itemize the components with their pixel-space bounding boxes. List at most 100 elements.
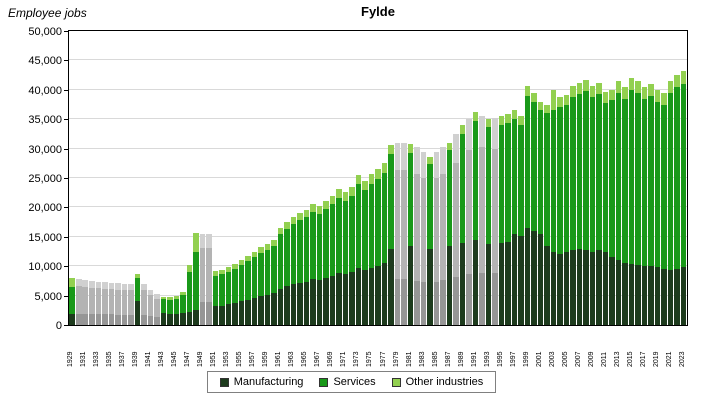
bar-segment-nodata bbox=[141, 290, 147, 315]
bar-segment bbox=[596, 249, 602, 325]
bar-segment bbox=[245, 299, 251, 325]
bar-segment bbox=[381, 263, 388, 325]
bar-segment bbox=[648, 266, 654, 325]
bar-segment bbox=[297, 213, 303, 221]
bar-segment bbox=[563, 251, 570, 325]
bar-segment bbox=[193, 251, 199, 311]
y-tick-label: 35,000 bbox=[28, 114, 62, 127]
bar-segment bbox=[232, 264, 238, 270]
bar-segment-nodata bbox=[154, 317, 160, 325]
bar-segment-nodata bbox=[420, 177, 427, 282]
bar-segment bbox=[609, 257, 615, 325]
bar-segment-nodata bbox=[440, 146, 446, 174]
bar-segment-nodata bbox=[479, 272, 485, 325]
bar-segment bbox=[160, 296, 167, 300]
bar-segment bbox=[167, 297, 173, 300]
gridline bbox=[69, 88, 687, 90]
bar-segment bbox=[219, 305, 225, 325]
bar-segment bbox=[258, 296, 264, 325]
bar-segment bbox=[648, 83, 654, 96]
x-tick-label: 2003 bbox=[548, 351, 556, 367]
x-tick-label: 1957 bbox=[249, 351, 257, 367]
bar-segment bbox=[550, 251, 557, 325]
bar-segment-nodata bbox=[89, 280, 95, 288]
bar-segment bbox=[186, 265, 193, 273]
bar-segment-nodata bbox=[89, 287, 95, 314]
bar-segment bbox=[537, 233, 544, 325]
bar-segment bbox=[576, 93, 583, 249]
bar-segment-nodata bbox=[492, 273, 498, 325]
bar-segment bbox=[264, 250, 271, 296]
bar-segment bbox=[225, 304, 232, 325]
bar-segment-nodata bbox=[128, 314, 134, 325]
bar-segment bbox=[69, 277, 75, 287]
bar-segment bbox=[485, 243, 492, 325]
bar-segment-nodata bbox=[102, 282, 108, 289]
bar-segment-nodata bbox=[154, 294, 160, 300]
bar-segment bbox=[537, 101, 544, 111]
bar-segment bbox=[290, 284, 297, 325]
bar-segment bbox=[498, 242, 505, 325]
bar-segment bbox=[336, 198, 342, 274]
bar-segment-nodata bbox=[75, 313, 82, 325]
bar-segment bbox=[498, 116, 505, 126]
bar-segment-nodata bbox=[433, 177, 440, 282]
bar-segment bbox=[212, 306, 219, 325]
bar-segment-nodata bbox=[121, 314, 128, 325]
bar-segment bbox=[615, 260, 622, 325]
y-tick-label: 10,000 bbox=[28, 261, 62, 274]
bar-segment bbox=[407, 143, 414, 153]
bar-segment bbox=[225, 272, 232, 305]
bar-segment bbox=[271, 292, 277, 325]
y-tick-label: 45,000 bbox=[28, 55, 62, 68]
plot-area bbox=[68, 30, 688, 326]
bar-segment bbox=[238, 265, 245, 302]
bar-segment-nodata bbox=[115, 283, 121, 290]
bar-segment bbox=[641, 86, 648, 99]
bar-segment-nodata bbox=[466, 119, 472, 151]
bar-segment bbox=[602, 251, 609, 325]
x-tick-label: 1949 bbox=[197, 351, 205, 367]
bar-segment bbox=[245, 255, 251, 261]
x-tick-label: 1983 bbox=[418, 351, 426, 367]
y-tick-label: 50,000 bbox=[28, 26, 62, 38]
bar-segment bbox=[167, 313, 173, 325]
gridline bbox=[69, 147, 687, 149]
bar-segment bbox=[557, 254, 563, 325]
bar-segment-nodata bbox=[141, 283, 147, 291]
x-tick-label: 1947 bbox=[184, 351, 192, 367]
x-tick-label: 1953 bbox=[223, 351, 231, 367]
bar-segment bbox=[362, 270, 368, 325]
bar-segment bbox=[531, 230, 537, 325]
bar-segment-nodata bbox=[115, 289, 121, 315]
bar-segment-nodata bbox=[75, 279, 82, 287]
bar-segment bbox=[505, 241, 511, 325]
bar-segment bbox=[498, 125, 505, 243]
bar-segment-nodata bbox=[102, 288, 108, 315]
bar-segment bbox=[368, 184, 375, 268]
bar-segment bbox=[511, 119, 518, 234]
y-tick-mark bbox=[64, 266, 68, 268]
bar-segment bbox=[628, 78, 635, 90]
bar-segment-nodata bbox=[121, 290, 128, 315]
y-tick-label: 15,000 bbox=[28, 231, 62, 244]
bar-segment-nodata bbox=[199, 302, 206, 325]
bar-segment bbox=[284, 222, 290, 229]
legend-label: Other industries bbox=[405, 376, 484, 388]
bar-segment bbox=[362, 180, 368, 191]
x-tick-label: 1985 bbox=[431, 351, 439, 367]
bar-segment bbox=[238, 301, 245, 325]
bar-segment bbox=[427, 157, 433, 165]
bar-segment bbox=[180, 313, 186, 325]
bar-segment-nodata bbox=[82, 286, 88, 314]
y-tick-label: 25,000 bbox=[28, 173, 62, 185]
bar-segment bbox=[427, 248, 433, 325]
bar-segment bbox=[641, 98, 648, 267]
x-tick-label: 1967 bbox=[314, 351, 322, 367]
bar-segment bbox=[674, 75, 680, 87]
bar-segment bbox=[654, 89, 661, 102]
bar-segment bbox=[303, 281, 310, 325]
bar-segment bbox=[661, 269, 667, 325]
bar-segment-nodata bbox=[453, 133, 459, 163]
bar-segment bbox=[648, 95, 654, 267]
